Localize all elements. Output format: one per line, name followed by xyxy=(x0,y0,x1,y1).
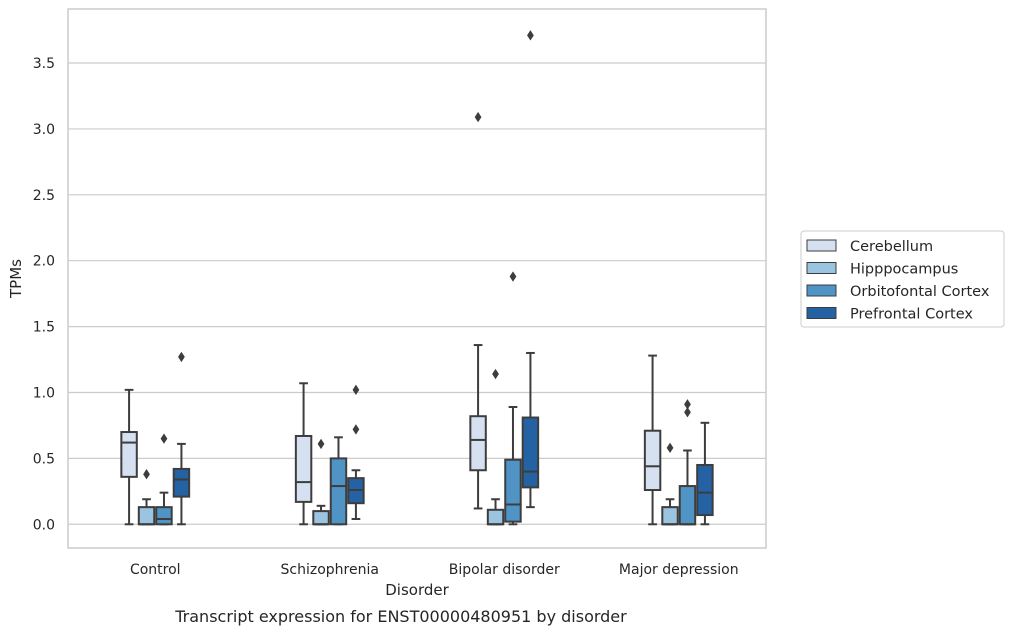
y-tick-label: 0.0 xyxy=(33,517,55,533)
y-tick-label: 0.5 xyxy=(33,451,55,467)
box-prefrontal-cortex xyxy=(347,384,365,521)
outlier-point xyxy=(492,368,499,380)
outlier-point xyxy=(527,30,534,41)
box-body xyxy=(504,458,522,523)
legend-frame xyxy=(800,230,1005,328)
x-tick-label: Major depression xyxy=(619,562,739,578)
y-tick-label: 1.0 xyxy=(33,385,55,401)
x-axis-label: Disorder xyxy=(385,581,449,599)
outlier-point xyxy=(160,433,168,444)
y-tick-label: 2.0 xyxy=(33,254,55,270)
outlier-point xyxy=(684,399,691,410)
box-hipppocampus xyxy=(486,368,505,526)
chart-caption: Transcript expression for ENST0000048095… xyxy=(174,607,627,626)
y-tick-label: 3.0 xyxy=(33,122,55,138)
outlier-point xyxy=(509,271,517,282)
legend-swatch xyxy=(806,307,837,319)
box-orbitofontal-cortex xyxy=(504,271,522,526)
box-orbitofontal-cortex xyxy=(155,433,173,526)
y-tick-label: 3.5 xyxy=(33,56,55,72)
legend-label: Prefrontal Cortex xyxy=(850,307,973,323)
legend-label: Cerebellum xyxy=(850,239,933,255)
box-hipppocampus xyxy=(137,469,156,526)
y-tick-label: 2.5 xyxy=(33,188,55,204)
outlier-point xyxy=(143,469,150,480)
box-cerebellum xyxy=(294,382,313,526)
x-tick-label: Bipolar disorder xyxy=(449,562,560,578)
legend-swatch xyxy=(806,239,837,252)
box-body xyxy=(137,506,156,526)
box-prefrontal-cortex xyxy=(521,30,540,509)
box-prefrontal-cortex xyxy=(172,351,191,526)
plot-area-frame xyxy=(67,8,767,549)
outlier-point xyxy=(684,407,691,418)
box-orbitofontal-cortex xyxy=(329,436,348,526)
legend-swatch xyxy=(806,262,837,274)
grid-lines xyxy=(68,62,766,525)
outlier-point xyxy=(666,442,674,454)
legend: Cerebellum Hipppocampus Orbitofontal Corte… xyxy=(800,230,1005,328)
box-body xyxy=(661,506,679,526)
box-cerebellum xyxy=(643,354,662,526)
legend-label: Orbitofontal Cortex xyxy=(850,284,990,300)
box-hipppocampus xyxy=(661,442,679,526)
box-body xyxy=(120,431,138,478)
x-tick-label: Control xyxy=(130,562,181,578)
y-tick-label: 1.5 xyxy=(33,320,55,336)
box-body xyxy=(294,434,313,503)
box-body xyxy=(312,510,330,526)
box-cerebellum xyxy=(120,388,138,526)
box-cerebellum xyxy=(469,111,487,510)
outlier-point xyxy=(178,351,185,363)
outlier-point xyxy=(474,111,482,123)
outlier-point xyxy=(352,424,360,435)
box-body xyxy=(696,463,714,517)
box-body xyxy=(172,467,191,498)
box-body xyxy=(329,457,348,526)
outlier-point xyxy=(352,384,360,396)
box-body xyxy=(155,506,173,526)
outlier-point xyxy=(317,438,325,450)
legend-swatch xyxy=(806,284,837,297)
box-body xyxy=(469,415,487,472)
box-orbitofontal-cortex xyxy=(678,399,697,526)
box-hipppocampus xyxy=(312,438,330,526)
box-body xyxy=(521,416,540,489)
y-tick-labels: 0.0 0.5 1.0 1.5 2.0 2.5 3.0 3.5 xyxy=(33,56,55,533)
box-plots xyxy=(120,30,714,526)
box-body xyxy=(486,508,505,526)
box-prefrontal-cortex xyxy=(696,421,714,526)
x-tick-label: Schizophrenia xyxy=(281,562,379,578)
box-body xyxy=(643,429,662,492)
box-body xyxy=(678,485,697,526)
x-tick-labels: Control Schizophrenia Bipolar disorder Majo… xyxy=(130,562,739,578)
y-axis-label: TPMs xyxy=(7,259,25,299)
legend-label: Hipppocampus xyxy=(850,262,958,278)
